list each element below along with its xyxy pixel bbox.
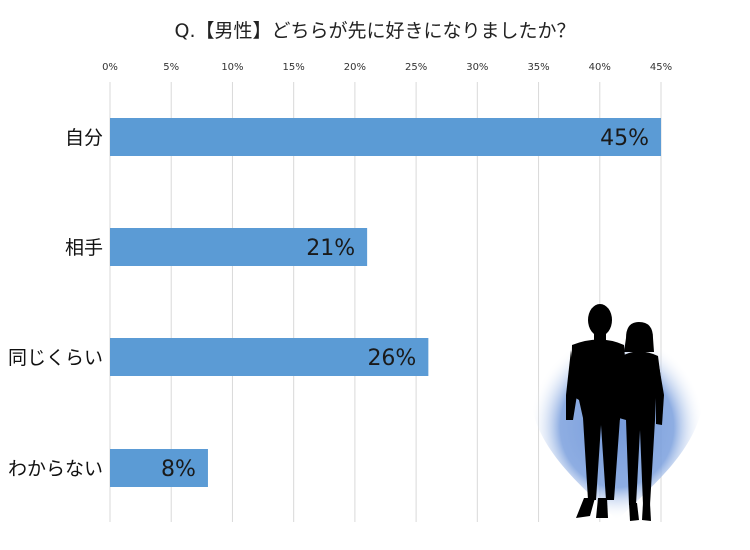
bar: [110, 449, 208, 487]
bar: [110, 338, 429, 376]
x-tick-label: 40%: [589, 62, 611, 73]
bar: [110, 118, 661, 156]
x-tick-label: 0%: [102, 62, 118, 73]
x-tick-label: 30%: [466, 62, 488, 73]
x-axis-ticks: 0% 5% 10% 15% 20% 25% 30% 35% 40% 45%: [102, 62, 672, 73]
data-label: 45%: [600, 126, 649, 151]
category-label: 相手: [65, 237, 103, 259]
data-label: 21%: [306, 236, 355, 261]
x-tick-label: 10%: [221, 62, 243, 73]
data-label: 26%: [367, 346, 416, 371]
category-label: わからない: [8, 458, 103, 480]
category-label: 同じくらい: [8, 347, 103, 369]
data-label: 8%: [161, 457, 196, 482]
chart-title: Q.【男性】どちらが先に好きになりましたか？: [175, 20, 576, 42]
x-tick-label: 35%: [527, 62, 549, 73]
bar: [110, 228, 368, 266]
bars: [110, 118, 661, 487]
x-tick-label: 15%: [283, 62, 305, 73]
x-tick-label: 25%: [405, 62, 427, 73]
x-tick-label: 5%: [163, 62, 179, 73]
couple-silhouette-icon: [529, 304, 705, 521]
x-tick-label: 45%: [650, 62, 672, 73]
x-tick-label: 20%: [344, 62, 366, 73]
category-label: 自分: [65, 127, 103, 149]
value-labels: 45% 21% 26% 8%: [161, 126, 649, 482]
